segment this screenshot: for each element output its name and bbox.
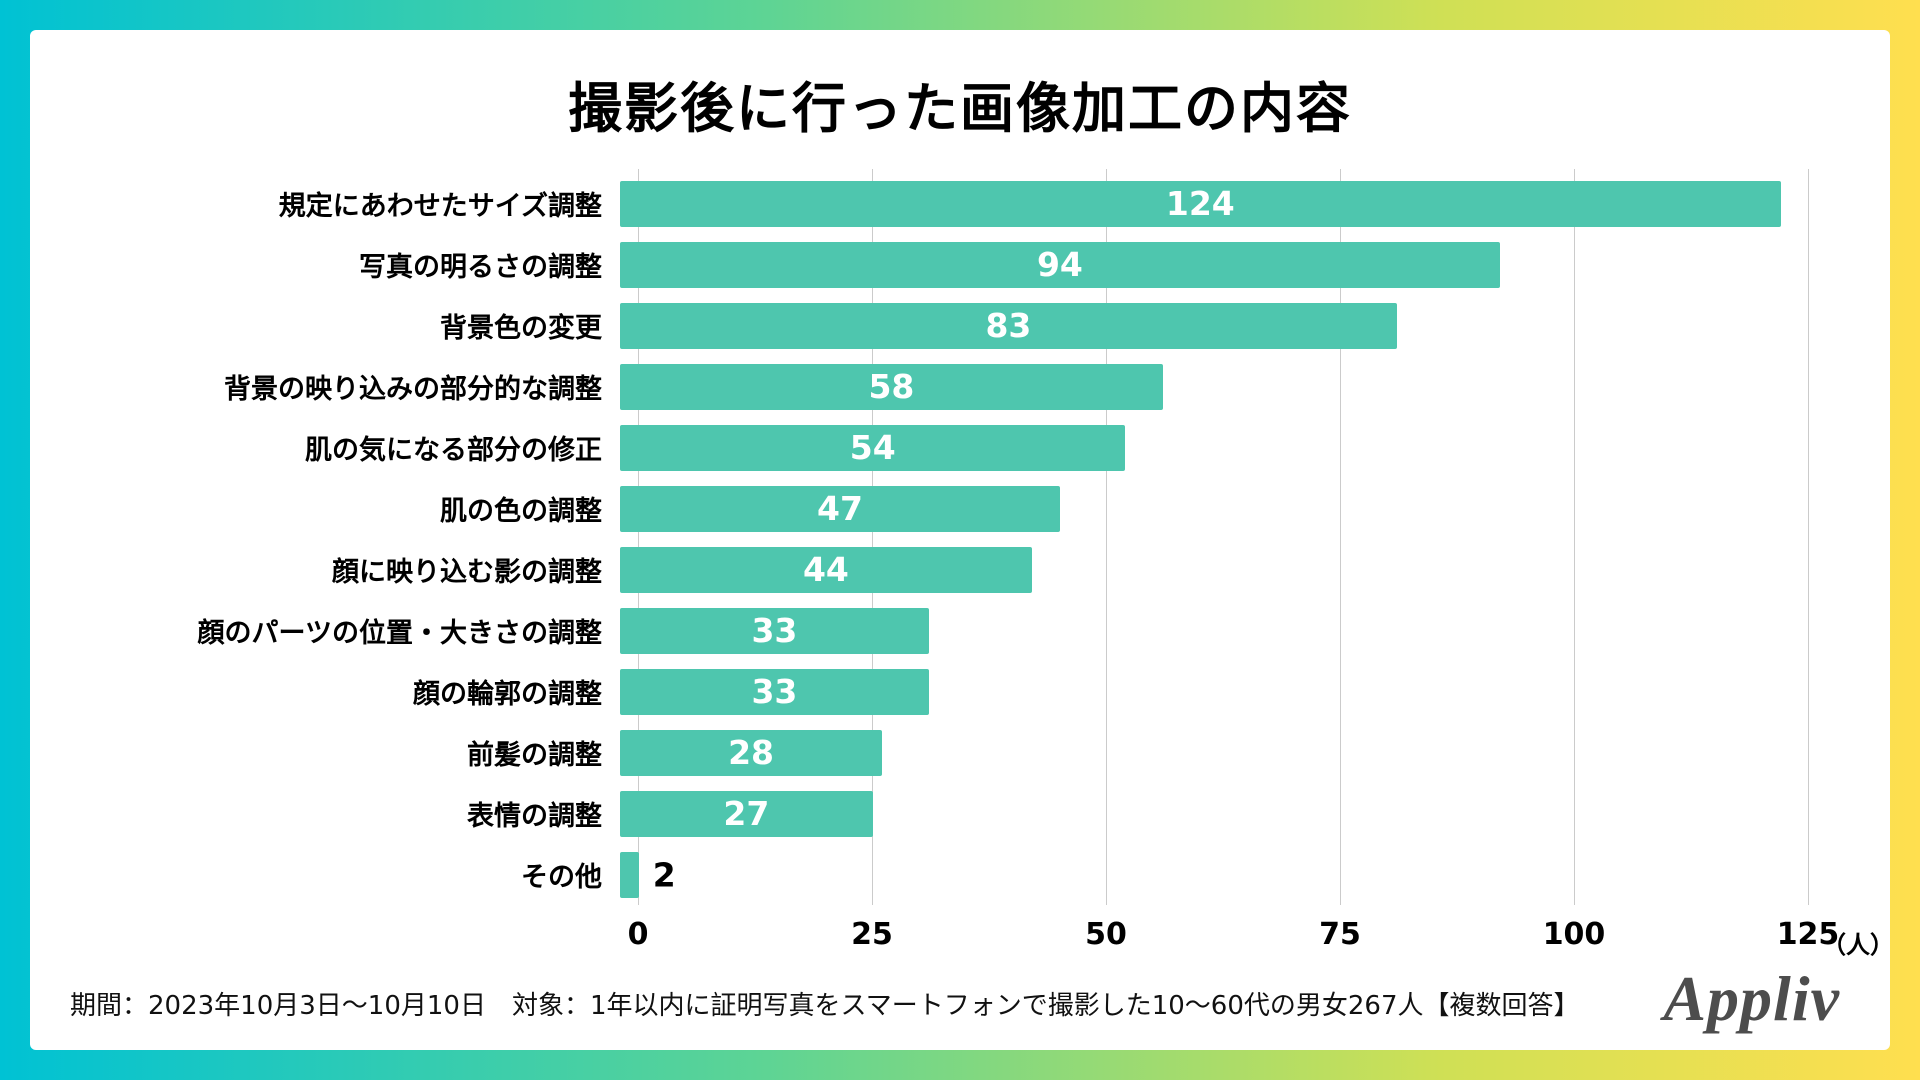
- gridline: [1808, 169, 1809, 905]
- bar-row: 写真の明るさの調整 94: [30, 234, 1890, 295]
- gridlines: [638, 169, 1809, 905]
- survey-note: 期間：2023年10月3日〜10月10日 対象：1年以内に証明写真をスマートフォ…: [70, 991, 1580, 1021]
- bar-track: 47: [620, 485, 1790, 532]
- gridline: [638, 169, 639, 905]
- x-tick-label: 25: [851, 917, 893, 952]
- gridline: [1106, 169, 1107, 905]
- bar-row: 背景色の変更 83: [30, 295, 1890, 356]
- content-panel: 撮影後に行った画像加工の内容 規定にあわせたサイズ調整 124 写真の明るさの調整 9…: [30, 30, 1890, 1050]
- bar: 58: [620, 363, 1163, 410]
- bar-track: 33: [620, 607, 1790, 654]
- value-label: 28: [728, 733, 774, 772]
- bar-chart: 規定にあわせたサイズ調整 124 写真の明るさの調整 94 背景色の変更 83 背景の映り込…: [30, 169, 1890, 973]
- category-label: 写真の明るさの調整: [359, 252, 602, 283]
- value-label: 33: [751, 611, 798, 650]
- bar-track: 27: [620, 790, 1790, 837]
- category-label: 前髪の調整: [467, 740, 602, 771]
- value-label: 58: [868, 367, 915, 406]
- bar: 33: [620, 607, 929, 654]
- bar-row: その他 2: [30, 844, 1890, 905]
- bar-row: 規定にあわせたサイズ調整 124: [30, 173, 1890, 234]
- appliv-logo: Appliv: [1663, 963, 1840, 1034]
- value-label: 54: [849, 428, 896, 467]
- bar-track: 54: [620, 424, 1790, 471]
- value-label: 2: [652, 855, 676, 894]
- bar: 47: [620, 485, 1060, 532]
- x-tick-label: 75: [1319, 917, 1361, 952]
- footer: 期間：2023年10月3日〜10月10日 対象：1年以内に証明写真をスマートフォ…: [70, 962, 1850, 1036]
- value-label: 47: [816, 489, 863, 528]
- bar: 94: [620, 241, 1500, 288]
- bar-rows: 規定にあわせたサイズ調整 124 写真の明るさの調整 94 背景色の変更 83 背景の映り込…: [30, 173, 1890, 905]
- bar: 54: [620, 424, 1126, 471]
- bar: [620, 851, 639, 898]
- x-tick-label: 100: [1542, 917, 1606, 952]
- x-tick-label: 0: [627, 917, 649, 952]
- bar-row: 顔の輪郭の調整 33: [30, 661, 1890, 722]
- bar-row: 肌の気になる部分の修正 54: [30, 417, 1890, 478]
- bar: 44: [620, 546, 1032, 593]
- x-axis: 0 25 50 75 100 125 （人）: [628, 917, 1890, 973]
- bar-row: 顔に映り込む影の調整 44: [30, 539, 1890, 600]
- bar-track: 28: [620, 729, 1790, 776]
- gridline: [872, 169, 873, 905]
- category-label: 顔の輪郭の調整: [413, 679, 602, 710]
- category-label: 顔に映り込む影の調整: [332, 557, 602, 588]
- bar-row: 肌の色の調整 47: [30, 478, 1890, 539]
- plot-area: 規定にあわせたサイズ調整 124 写真の明るさの調整 94 背景色の変更 83 背景の映り込…: [30, 169, 1890, 905]
- category-label: 肌の色の調整: [440, 496, 602, 527]
- x-tick-label: 50: [1085, 917, 1127, 952]
- category-label: 規定にあわせたサイズ調整: [278, 191, 602, 222]
- bar-track: 2: [620, 851, 1790, 898]
- value-label: 27: [723, 794, 770, 833]
- category-label: 背景の映り込みの部分的な調整: [224, 374, 602, 405]
- bar-track: 44: [620, 546, 1790, 593]
- bar: 124: [620, 180, 1781, 227]
- bar-track: 124: [620, 180, 1790, 227]
- value-label: 83: [985, 306, 1032, 345]
- x-tick-label: 125: [1776, 917, 1840, 952]
- bar-row: 顔のパーツの位置・大きさの調整 33: [30, 600, 1890, 661]
- bar-track: 83: [620, 302, 1790, 349]
- bar: 33: [620, 668, 929, 715]
- category-label: 顔のパーツの位置・大きさの調整: [197, 618, 602, 649]
- gridline: [1574, 169, 1575, 905]
- value-label: 33: [751, 672, 798, 711]
- bar-track: 58: [620, 363, 1790, 410]
- bar-track: 94: [620, 241, 1790, 288]
- value-label: 124: [1165, 184, 1235, 223]
- category-label: 肌の気になる部分の修正: [305, 435, 602, 466]
- bar: 28: [620, 729, 883, 776]
- gridline: [1340, 169, 1341, 905]
- bar-row: 前髪の調整 28: [30, 722, 1890, 783]
- bar-track: 33: [620, 668, 1790, 715]
- value-label: 44: [802, 550, 849, 589]
- bar-row: 表情の調整 27: [30, 783, 1890, 844]
- category-label: 表情の調整: [467, 801, 602, 832]
- category-label: その他: [521, 862, 602, 893]
- bar: 83: [620, 302, 1397, 349]
- bar: 27: [620, 790, 873, 837]
- value-label: 94: [1036, 245, 1083, 284]
- chart-title: 撮影後に行った画像加工の内容: [568, 77, 1352, 140]
- category-label: 背景色の変更: [440, 313, 602, 344]
- bar-row: 背景の映り込みの部分的な調整 58: [30, 356, 1890, 417]
- axis-unit-label: （人）: [1822, 931, 1890, 959]
